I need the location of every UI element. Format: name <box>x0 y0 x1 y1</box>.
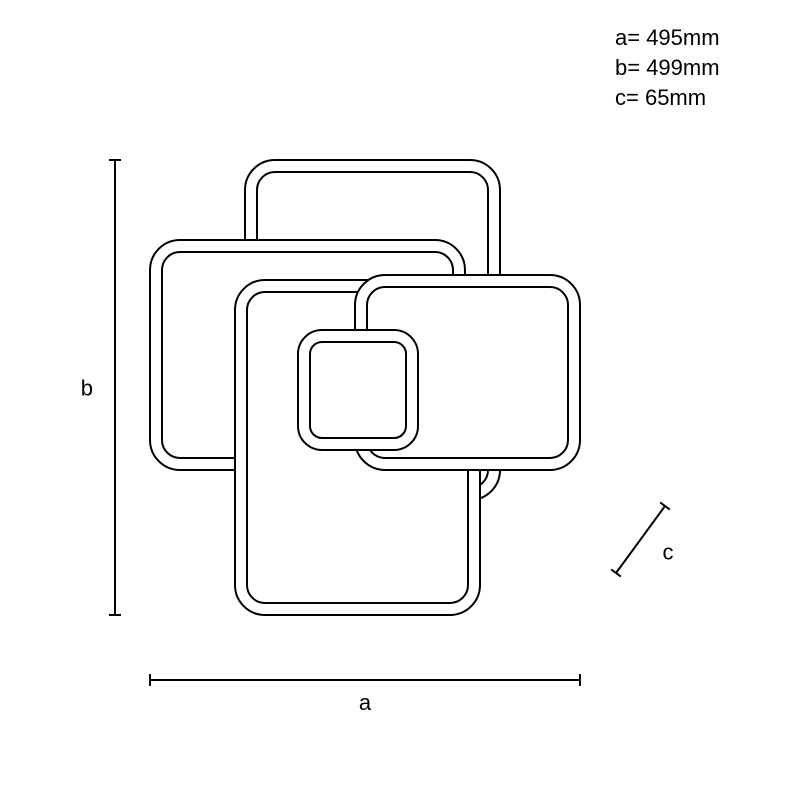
legend-group: a= 495mm b= 499mm c= 65mm <box>615 25 720 110</box>
dimension-c: c <box>611 502 673 576</box>
rect-center <box>298 330 418 450</box>
dimension-b: b <box>81 160 121 615</box>
product-outline-group <box>150 160 580 615</box>
technical-drawing: a b c a= 495mm b= 499mm c= 65mm <box>0 0 800 800</box>
legend-a: a= 495mm <box>615 25 720 50</box>
dimension-c-label: c <box>663 540 674 565</box>
dimension-a: a <box>150 674 580 715</box>
dimension-a-label: a <box>359 690 372 715</box>
legend-b: b= 499mm <box>615 55 720 80</box>
legend-c: c= 65mm <box>615 85 706 110</box>
dimension-b-label: b <box>81 376 93 401</box>
